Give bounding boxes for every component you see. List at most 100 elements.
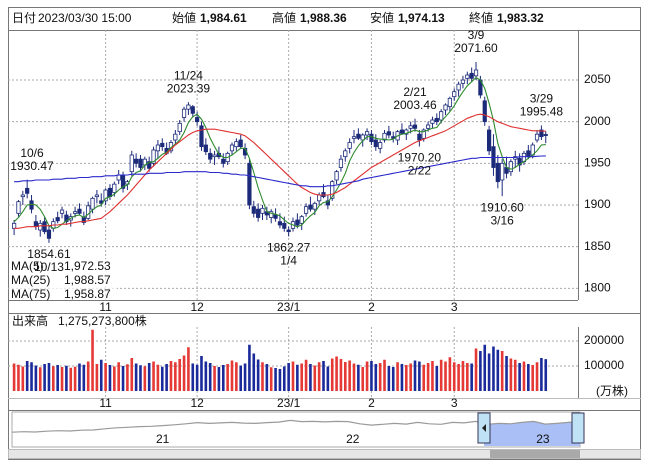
volume-bar bbox=[78, 363, 81, 391]
volume-bar bbox=[439, 359, 443, 391]
candle-body bbox=[90, 197, 95, 210]
volume-bar bbox=[509, 358, 513, 391]
candle-body bbox=[299, 216, 304, 224]
header-label: 始値 bbox=[172, 10, 196, 25]
candle-body bbox=[16, 201, 21, 214]
volume-bar bbox=[86, 361, 90, 391]
scroll-thumb[interactable] bbox=[490, 450, 580, 458]
candle-body bbox=[59, 209, 65, 214]
candle-body bbox=[421, 129, 426, 139]
candle-body bbox=[399, 129, 405, 134]
candle-body bbox=[487, 129, 492, 152]
x-tick-label: 3 bbox=[451, 396, 458, 410]
volume-bar bbox=[56, 365, 59, 391]
volume-bar bbox=[182, 355, 186, 391]
y-tick-label: 2050 bbox=[584, 72, 611, 86]
candle-body bbox=[373, 139, 378, 148]
candle-body bbox=[295, 219, 300, 226]
volume-bar bbox=[383, 359, 386, 391]
candle-body bbox=[308, 204, 313, 210]
candle-body bbox=[325, 200, 330, 206]
header-value: 1,974.13 bbox=[398, 11, 445, 25]
volume-bar bbox=[348, 360, 351, 391]
volume-bar bbox=[160, 366, 164, 391]
candle-body bbox=[364, 131, 370, 136]
candle-body bbox=[134, 158, 139, 164]
volume-bar bbox=[317, 362, 321, 391]
candle-body bbox=[412, 124, 418, 129]
candle-body bbox=[404, 129, 409, 135]
range-handle[interactable] bbox=[571, 412, 585, 444]
volume-bar bbox=[413, 360, 417, 391]
volume-bar bbox=[313, 365, 317, 391]
volume-bar bbox=[95, 364, 99, 391]
candle-body bbox=[303, 206, 309, 214]
candle-body bbox=[25, 187, 30, 194]
volume-bar bbox=[99, 359, 103, 391]
ma-line bbox=[14, 113, 546, 229]
candle-body bbox=[251, 206, 256, 214]
volume-bar bbox=[108, 365, 112, 391]
candle-body bbox=[29, 200, 34, 210]
volume-total: 1,275,273,800株 bbox=[58, 313, 147, 328]
candle-body bbox=[360, 134, 365, 141]
volume-bar bbox=[418, 361, 421, 391]
volume-bar bbox=[304, 359, 308, 391]
candle-body bbox=[73, 211, 78, 214]
navigator-year: 22 bbox=[346, 432, 360, 446]
volume-bar bbox=[422, 364, 426, 391]
volume-bar bbox=[452, 362, 456, 391]
volume-bar bbox=[230, 360, 234, 391]
candle-body bbox=[221, 158, 226, 164]
legend-name: MA(5) bbox=[11, 259, 44, 273]
candle-body bbox=[526, 150, 531, 158]
volume-bar bbox=[361, 367, 365, 391]
volume-bar bbox=[527, 364, 530, 391]
volume-bar bbox=[156, 364, 160, 391]
header-label: 終値 bbox=[469, 10, 493, 25]
volume-bar bbox=[466, 363, 469, 391]
volume-bar bbox=[174, 362, 177, 391]
candle-body bbox=[286, 229, 291, 233]
annotation-date: 10/6 bbox=[20, 146, 44, 160]
volume-bar bbox=[113, 366, 116, 391]
volume-bar bbox=[21, 366, 25, 391]
candle-body bbox=[465, 74, 470, 79]
candle-body bbox=[495, 162, 500, 183]
annotation-date: 10/13 bbox=[34, 260, 64, 274]
candle-body bbox=[356, 133, 361, 139]
header-value: 1,983.32 bbox=[497, 11, 544, 25]
volume-bar bbox=[261, 362, 264, 391]
header-value: 2023/03/30 15:00 bbox=[38, 11, 132, 25]
volume-bar bbox=[25, 361, 29, 391]
volume-bar bbox=[217, 367, 221, 391]
candle-body bbox=[151, 149, 156, 164]
candle-body bbox=[155, 144, 161, 152]
scrollbar[interactable] bbox=[8, 449, 641, 459]
candle-body bbox=[103, 189, 108, 202]
candle-body bbox=[55, 217, 60, 222]
volume-bar bbox=[296, 364, 299, 391]
volume-bar bbox=[73, 366, 77, 391]
annotation-value: 2071.60 bbox=[454, 41, 498, 55]
volume-bar bbox=[378, 363, 382, 391]
volume-bar bbox=[426, 363, 430, 391]
candle-body bbox=[112, 183, 117, 193]
y-tick-label: 1800 bbox=[584, 281, 611, 295]
volume-bar bbox=[387, 366, 391, 391]
volume-bar bbox=[282, 366, 286, 391]
candle-body bbox=[543, 134, 548, 136]
x-tick-label: 23/1 bbox=[277, 300, 301, 314]
volume-bar bbox=[213, 366, 216, 391]
annotation-date: 11/24 bbox=[174, 68, 203, 82]
candle-body bbox=[195, 117, 200, 123]
volume-bar bbox=[239, 365, 243, 391]
candle-body bbox=[129, 154, 134, 173]
y-tick-label: 1900 bbox=[584, 197, 611, 211]
candle-body bbox=[317, 194, 322, 202]
candle-body bbox=[539, 129, 544, 138]
annotation-value: 1970.20 bbox=[398, 151, 442, 165]
y-tick-label: 1950 bbox=[584, 156, 611, 170]
volume-bar bbox=[300, 363, 304, 391]
volume-bar bbox=[178, 359, 181, 391]
